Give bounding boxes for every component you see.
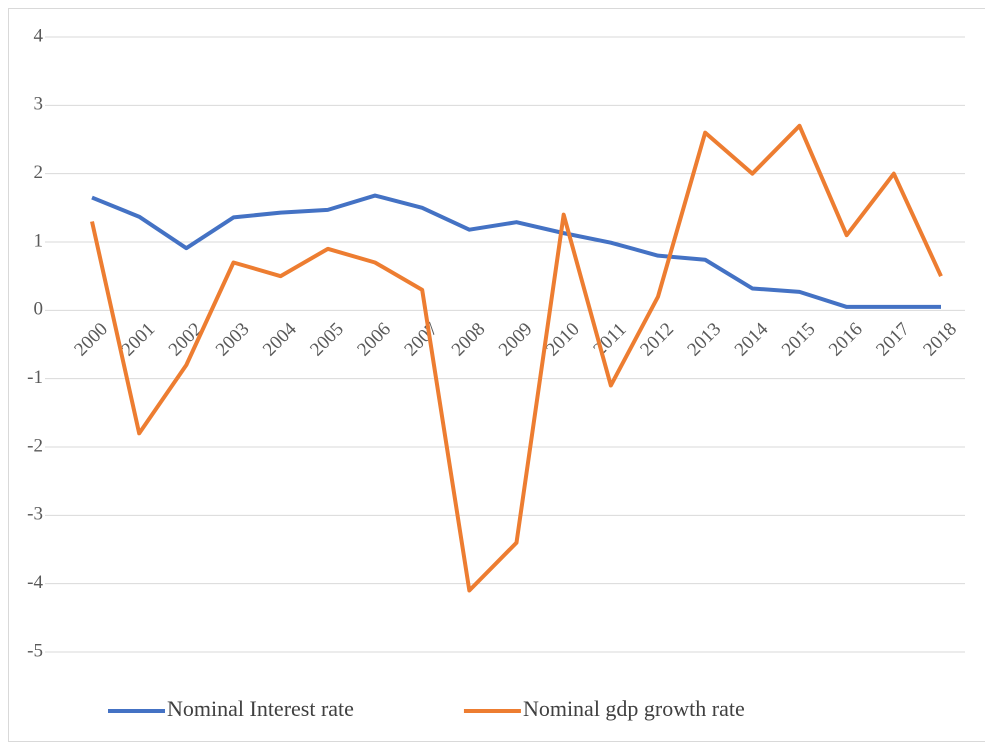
y-tick-label: 0 [34, 299, 44, 320]
y-tick-label: -5 [27, 640, 43, 661]
series-line [91, 193, 941, 309]
y-tick-label: -3 [27, 504, 43, 525]
legend-label: Nominal Interest rate [167, 696, 354, 721]
y-tick-label: -1 [27, 367, 43, 388]
series-line [90, 123, 943, 593]
legend-label: Nominal gdp growth rate [523, 696, 745, 721]
y-tick-label: 4 [34, 25, 44, 46]
y-tick-label: 1 [34, 230, 44, 251]
y-tick-label: 3 [34, 94, 44, 115]
chart-border [8, 8, 985, 742]
y-tick-label: -4 [27, 572, 43, 593]
legend: Nominal Interest rate Nominal gdp growth … [108, 696, 745, 721]
y-tick-label: -2 [27, 435, 43, 456]
y-tick-label: 2 [34, 162, 44, 183]
